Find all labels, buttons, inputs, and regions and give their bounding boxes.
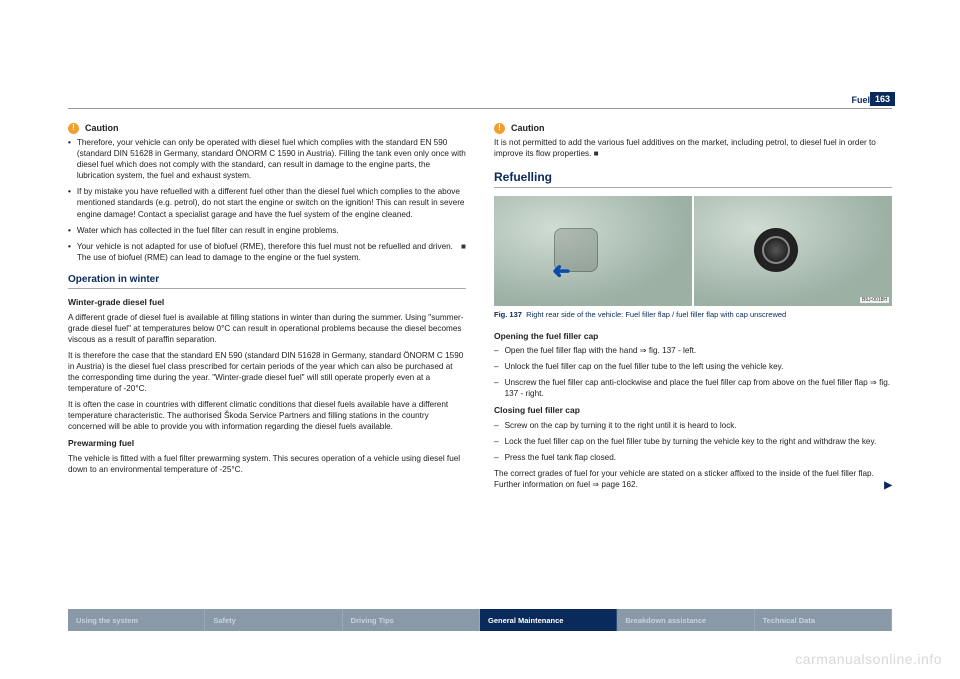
- figure-caption: Fig. 137 Right rear side of the vehicle:…: [494, 310, 892, 320]
- paragraph: The vehicle is fitted with a fuel filter…: [68, 453, 466, 475]
- section-heading-winter: Operation in winter: [68, 273, 466, 290]
- continue-icon: ▶: [884, 479, 892, 493]
- caution-icon: !: [68, 123, 79, 134]
- bottom-nav: Using the system Safety Driving Tips Gen…: [68, 609, 892, 631]
- list-item: Press the fuel tank flap closed.: [494, 452, 892, 463]
- subheading-winter-grade: Winter-grade diesel fuel: [68, 297, 466, 308]
- list-item: Unscrew the fuel filler cap anti-clockwi…: [494, 377, 892, 399]
- list-item: Lock the fuel filler cap on the fuel fil…: [494, 436, 892, 447]
- bullet-item: If by mistake you have refuelled with a …: [68, 186, 466, 219]
- header-rule: [68, 108, 892, 109]
- bullet-item: Water which has collected in the fuel fi…: [68, 225, 466, 236]
- caution-heading: ! Caution: [494, 122, 892, 134]
- nav-technical-data[interactable]: Technical Data: [755, 609, 892, 631]
- bullet-item: Therefore, your vehicle can only be oper…: [68, 137, 466, 181]
- list-item: Open the fuel filler flap with the hand …: [494, 345, 892, 356]
- list-item: Unlock the fuel filler cap on the fuel f…: [494, 361, 892, 372]
- page-content: ! Caution Therefore, your vehicle can on…: [0, 0, 960, 495]
- paragraph: A different grade of diesel fuel is avai…: [68, 312, 466, 345]
- paragraph: It is often the case in countries with d…: [68, 399, 466, 432]
- nav-general-maintenance[interactable]: General Maintenance: [480, 609, 617, 631]
- bullet-item: Your vehicle is not adapted for use of b…: [68, 241, 466, 263]
- subheading-prewarming: Prewarming fuel: [68, 438, 466, 449]
- nav-breakdown[interactable]: Breakdown assistance: [617, 609, 754, 631]
- figure-panel-right: B5J-0018H: [694, 196, 892, 306]
- nav-using-system[interactable]: Using the system: [68, 609, 205, 631]
- caution-label: Caution: [85, 122, 119, 134]
- right-column: ! Caution It is not permitted to add the…: [494, 98, 892, 495]
- figure-panel-left: ➜: [494, 196, 692, 306]
- watermark: carmanualsonline.info: [795, 651, 942, 667]
- figure-ref-label: B5J-0018H: [860, 297, 889, 304]
- page-number: 163: [870, 92, 895, 106]
- paragraph: It is not permitted to add the various f…: [494, 137, 892, 159]
- left-column: ! Caution Therefore, your vehicle can on…: [68, 98, 466, 495]
- figure-137: ➜ B5J-0018H: [494, 196, 892, 306]
- list-item: Screw on the cap by turning it to the ri…: [494, 420, 892, 431]
- paragraph: It is therefore the case that the standa…: [68, 350, 466, 394]
- subheading-closing: Closing fuel filler cap: [494, 405, 892, 416]
- nav-safety[interactable]: Safety: [205, 609, 342, 631]
- caution-label: Caution: [511, 122, 545, 134]
- subheading-opening: Opening the fuel filler cap: [494, 331, 892, 342]
- nav-driving-tips[interactable]: Driving Tips: [343, 609, 480, 631]
- header-section: Fuel: [851, 95, 870, 105]
- caution-icon: !: [494, 123, 505, 134]
- caution-heading: ! Caution: [68, 122, 466, 134]
- arrow-icon: ➜: [552, 256, 570, 286]
- paragraph: The correct grades of fuel for your vehi…: [494, 468, 892, 490]
- section-heading-refuelling: Refuelling: [494, 169, 892, 188]
